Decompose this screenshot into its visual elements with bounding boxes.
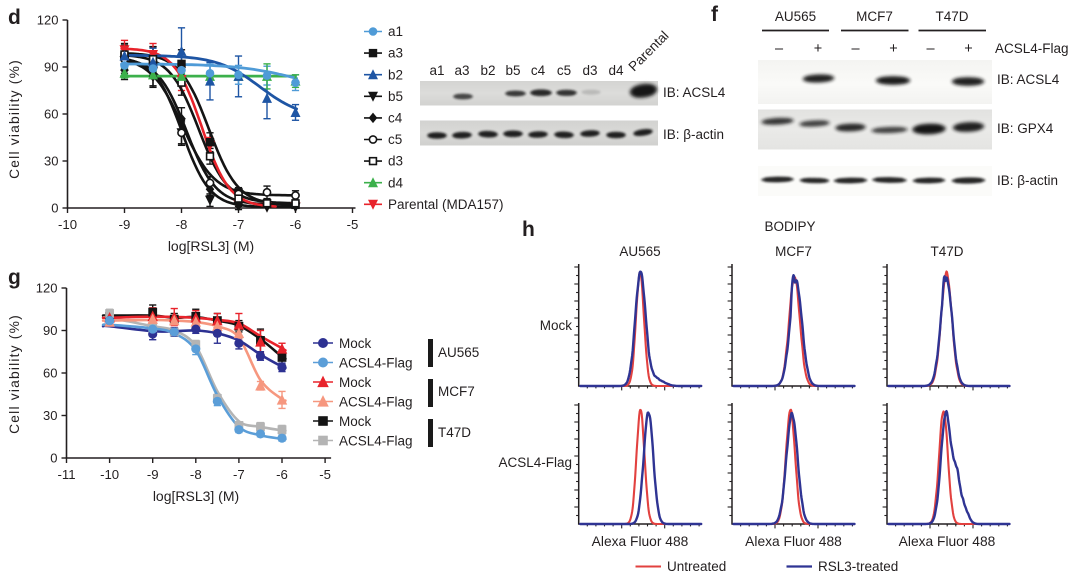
svg-text:b5: b5 — [388, 89, 403, 104]
svg-text:MCF7: MCF7 — [856, 9, 893, 24]
svg-text:-9: -9 — [147, 467, 159, 482]
svg-text:-5: -5 — [319, 467, 331, 482]
svg-text:d4: d4 — [608, 63, 624, 78]
svg-text:Cell viability (%): Cell viability (%) — [7, 314, 22, 434]
svg-text:c4: c4 — [388, 111, 403, 126]
svg-text:90: 90 — [44, 60, 58, 75]
svg-text:60: 60 — [43, 366, 57, 381]
svg-text:Mock: Mock — [339, 336, 372, 351]
svg-text:log[RSL3] (M): log[RSL3] (M) — [153, 488, 239, 504]
svg-text:30: 30 — [43, 408, 57, 423]
svg-text:Mock: Mock — [339, 414, 372, 429]
svg-text:120: 120 — [36, 281, 58, 296]
svg-text:120: 120 — [37, 13, 59, 28]
svg-text:Alexa Fluor 488: Alexa Fluor 488 — [899, 534, 996, 549]
svg-text:a3: a3 — [388, 46, 403, 61]
svg-text:f: f — [711, 3, 719, 26]
svg-text:Mock: Mock — [540, 318, 573, 333]
svg-text:a1: a1 — [429, 63, 444, 78]
svg-text:IB: ACSL4: IB: ACSL4 — [663, 85, 726, 100]
svg-text:a3: a3 — [454, 63, 469, 78]
svg-text:Parental (MDA157): Parental (MDA157) — [388, 197, 504, 212]
svg-text:IB: GPX4: IB: GPX4 — [997, 121, 1054, 136]
svg-text:Mock: Mock — [339, 375, 372, 390]
svg-text:–: – — [851, 41, 860, 57]
svg-text:-10: -10 — [58, 217, 77, 232]
svg-text:ACSL4-Flag: ACSL4-Flag — [498, 455, 572, 470]
svg-text:-5: -5 — [347, 217, 359, 232]
svg-text:BODIPY: BODIPY — [764, 219, 815, 234]
svg-text:0: 0 — [51, 201, 58, 216]
svg-text:+: + — [889, 41, 897, 57]
svg-text:ACSL4-Flag: ACSL4-Flag — [339, 394, 413, 409]
svg-text:T47D: T47D — [438, 425, 471, 440]
svg-text:-7: -7 — [233, 467, 245, 482]
svg-text:-10: -10 — [100, 467, 119, 482]
svg-text:-11: -11 — [57, 467, 75, 482]
svg-text:AU565: AU565 — [775, 9, 816, 24]
svg-text:-8: -8 — [190, 467, 202, 482]
svg-text:d3: d3 — [582, 63, 597, 78]
svg-text:RSL3-treated: RSL3-treated — [818, 559, 898, 574]
svg-text:Parental: Parental — [626, 28, 672, 74]
svg-text:-9: -9 — [119, 217, 131, 232]
svg-text:b5: b5 — [505, 63, 520, 78]
svg-text:Alexa Fluor 488: Alexa Fluor 488 — [745, 534, 842, 549]
svg-text:IB: β-actin: IB: β-actin — [663, 127, 724, 142]
svg-text:IB: β-actin: IB: β-actin — [997, 173, 1058, 188]
svg-text:90: 90 — [43, 323, 57, 338]
svg-text:–: – — [775, 41, 784, 57]
svg-text:T47D: T47D — [935, 9, 968, 24]
svg-text:-7: -7 — [233, 217, 245, 232]
svg-text:c5: c5 — [388, 132, 402, 147]
svg-text:b2: b2 — [388, 67, 403, 82]
svg-text:-8: -8 — [176, 217, 188, 232]
svg-text:MCF7: MCF7 — [775, 244, 812, 259]
svg-text:0: 0 — [50, 451, 57, 466]
svg-text:Alexa Fluor 488: Alexa Fluor 488 — [592, 534, 689, 549]
svg-text:d4: d4 — [388, 175, 404, 190]
svg-text:-6: -6 — [276, 467, 288, 482]
svg-text:ACSL4-Flag: ACSL4-Flag — [339, 355, 413, 370]
svg-text:–: – — [926, 41, 935, 57]
svg-text:d: d — [8, 6, 21, 29]
svg-text:d3: d3 — [388, 154, 403, 169]
svg-text:IB: ACSL4: IB: ACSL4 — [997, 72, 1060, 87]
svg-text:ACSL4-Flag: ACSL4-Flag — [995, 41, 1069, 56]
svg-text:h: h — [522, 218, 535, 241]
svg-text:+: + — [814, 41, 822, 57]
svg-text:AU565: AU565 — [438, 345, 479, 360]
svg-text:b2: b2 — [480, 63, 495, 78]
svg-text:Untreated: Untreated — [667, 559, 726, 574]
svg-text:c4: c4 — [531, 63, 546, 78]
svg-text:30: 30 — [44, 154, 58, 169]
svg-text:a1: a1 — [388, 24, 403, 39]
svg-text:+: + — [964, 41, 972, 57]
svg-text:c5: c5 — [557, 63, 571, 78]
svg-text:60: 60 — [44, 107, 58, 122]
svg-text:AU565: AU565 — [619, 244, 660, 259]
svg-text:MCF7: MCF7 — [438, 384, 475, 399]
svg-text:T47D: T47D — [930, 244, 963, 259]
svg-text:-6: -6 — [290, 217, 302, 232]
svg-text:log[RSL3] (M): log[RSL3] (M) — [168, 238, 254, 254]
svg-text:g: g — [8, 266, 21, 289]
svg-text:ACSL4-Flag: ACSL4-Flag — [339, 433, 413, 448]
svg-text:Cell viability (%): Cell viability (%) — [7, 59, 22, 179]
